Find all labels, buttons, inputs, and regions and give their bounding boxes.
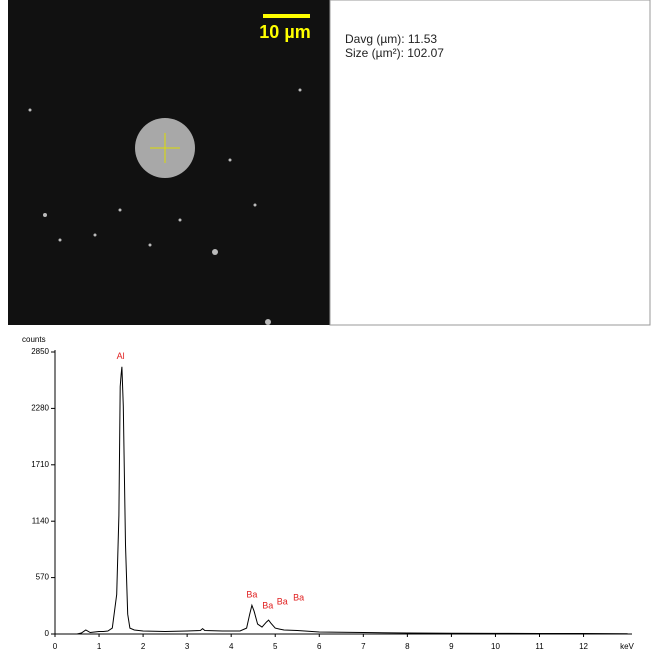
y-axis-label: counts	[22, 335, 46, 344]
y-tick-label: 1710	[31, 460, 49, 469]
measurement: Size (µm²): 102.07	[345, 46, 444, 60]
y-tick-label: 2280	[31, 404, 49, 413]
x-tick-label: 2	[141, 642, 146, 651]
x-tick-label: 12	[579, 642, 588, 651]
x-tick-label: 11	[535, 642, 544, 651]
x-tick-label: 3	[185, 642, 190, 651]
y-tick-label: 2850	[31, 347, 49, 356]
x-axis-label: keV	[620, 642, 634, 651]
measurement: Davg (µm): 11.53	[345, 32, 437, 46]
x-tick-label: 8	[405, 642, 410, 651]
x-tick-label: 4	[229, 642, 234, 651]
x-tick-label: 9	[449, 642, 454, 651]
peak-label: Ba	[246, 590, 257, 600]
scale-label: 10 µm	[259, 22, 310, 42]
x-tick-label: 0	[53, 642, 58, 651]
peak-label: Ba	[262, 600, 273, 610]
info-panel	[329, 0, 651, 326]
y-tick-label: 1140	[32, 516, 50, 525]
specks	[28, 88, 302, 325]
y-tick-label: 0	[45, 629, 50, 638]
spectrum-line	[76, 366, 628, 635]
peak-label: Al	[117, 351, 125, 361]
x-tick-label: 5	[273, 642, 278, 651]
scale-bar	[263, 14, 310, 18]
x-tick-label: 1	[97, 642, 102, 651]
y-tick-label: 570	[36, 573, 50, 582]
x-tick-label: 6	[317, 642, 322, 651]
x-tick-label: 7	[361, 642, 366, 651]
peak-label: Ba	[293, 592, 304, 602]
peak-label: Ba	[277, 596, 288, 606]
x-tick-label: 10	[491, 642, 500, 651]
